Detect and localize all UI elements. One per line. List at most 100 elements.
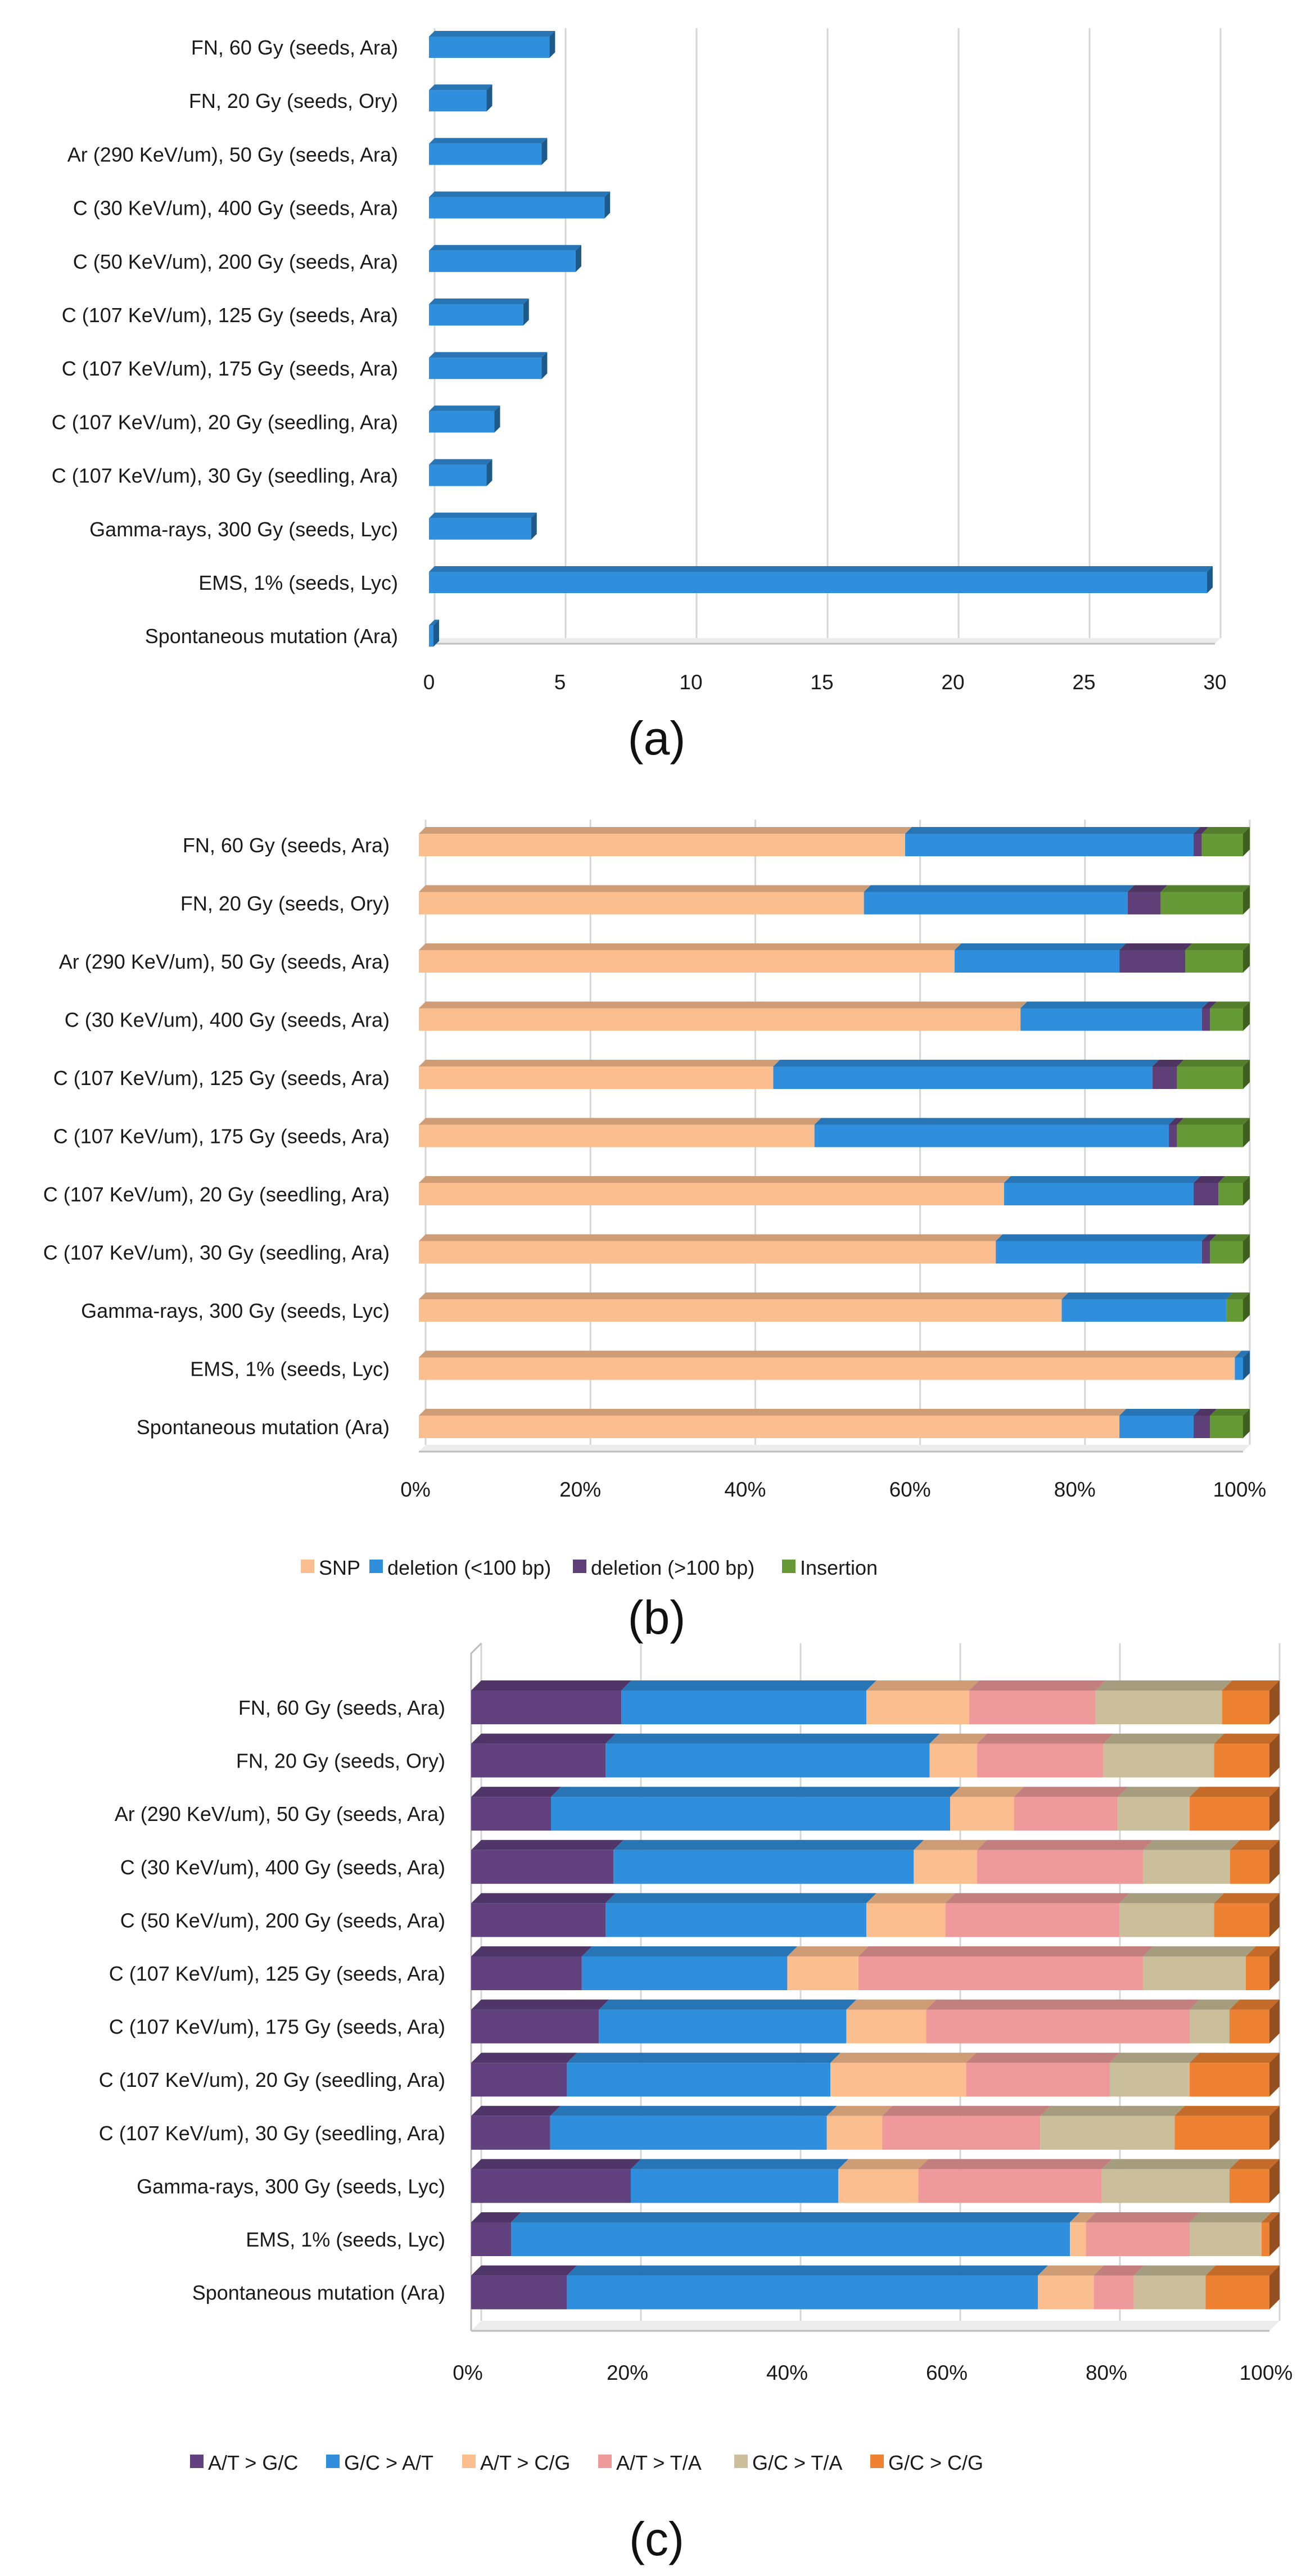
bar-a — [429, 464, 487, 486]
bar-a-side — [486, 459, 492, 486]
category-label: C (107 KeV/um), 175 Gy (seeds, Ara) — [53, 1125, 390, 1148]
bar-segment-top — [567, 2053, 840, 2063]
panel-c-legend: A/T > G/C G/C > A/T A/T > C/G A/T > T/A G/C … — [190, 2451, 983, 2474]
category-label: FN, 60 Gy (seeds, Ara) — [238, 1696, 445, 1719]
bar-segment-top — [1210, 1234, 1250, 1241]
bar-segment-top — [471, 1787, 561, 1797]
bar-segment — [966, 2063, 1110, 2097]
bar-segment-top — [1119, 943, 1192, 950]
bar-segment — [1230, 2009, 1269, 2044]
tick-label: 0% — [400, 1478, 430, 1501]
bar-a-side — [541, 138, 548, 165]
bar-segment-top — [1185, 943, 1250, 950]
tick-label-a: 25 — [1072, 671, 1095, 694]
bar-segment — [1222, 1691, 1269, 1724]
bar-segment-top — [605, 1893, 876, 1904]
bar-segment — [1103, 1743, 1214, 1778]
tick-label: 20% — [607, 2361, 648, 2384]
legend-label: A/T > C/G — [480, 2451, 570, 2474]
bar-segment-top — [419, 827, 912, 834]
bar-segment-top — [471, 2159, 641, 2170]
bar-segment — [1119, 950, 1186, 973]
bar-segment-top — [1226, 1292, 1250, 1299]
bar-segment — [1061, 1299, 1227, 1322]
bar-segment-top — [1261, 2212, 1280, 2222]
bar-segment-top — [1040, 2105, 1185, 2116]
bar-segment — [1214, 1743, 1269, 1778]
bar-segment-top — [1143, 1946, 1256, 1956]
bar-segment-top — [1143, 1840, 1240, 1850]
bar-segment-top — [1230, 2159, 1280, 2170]
panel-a-chart: 0 5 10 15 20 25 30 FN, 60 Gy (seeds, Ara) FN, 20… — [52, 28, 1227, 694]
bar-segment-top — [1214, 1893, 1280, 1904]
bar-segment — [882, 2116, 1041, 2150]
bar-segment — [605, 1903, 866, 1937]
bar-segment — [787, 1956, 858, 1990]
bar-segment — [1226, 1299, 1243, 1322]
bar-segment-top — [471, 2212, 521, 2222]
category-label-a: EMS, 1% (seeds, Lyc) — [198, 571, 398, 594]
legend-label: G/C > A/T — [344, 2451, 433, 2474]
bar-segment-top — [613, 1840, 924, 1850]
axis-floor — [419, 1445, 1250, 1452]
bar-segment-top — [1014, 1787, 1128, 1797]
tick-label: 40% — [766, 2361, 808, 2384]
bar-segment-top — [1118, 1787, 1200, 1797]
bar-a-top — [429, 299, 529, 304]
category-label-a: Spontaneous mutation (Ara) — [145, 625, 398, 648]
bar-segment-top — [945, 1893, 1129, 1904]
bar-segment-top — [419, 1060, 780, 1066]
bar-segment — [926, 2009, 1190, 2044]
bar-segment — [945, 1903, 1119, 1937]
bar-segment — [1230, 2169, 1269, 2203]
bar-segment — [1235, 1357, 1243, 1380]
bar-segment — [1040, 2116, 1175, 2150]
bar-segment — [1119, 1903, 1214, 1937]
bar-segment-top — [1103, 1733, 1224, 1744]
bar-a — [429, 358, 542, 379]
bar-segment — [866, 1691, 969, 1724]
bar-segment — [550, 2116, 827, 2150]
bar-segment-top — [1245, 1946, 1280, 1956]
bar-segment-top — [1230, 1999, 1280, 2010]
bar-segment — [1133, 2275, 1206, 2310]
bar-segment-top — [858, 1946, 1154, 1956]
bar-segment-top — [550, 2105, 837, 2116]
bar-segment — [471, 2063, 567, 2097]
bar-a — [429, 250, 576, 272]
legend-label: deletion (<100 bp) — [387, 1556, 551, 1579]
bar-segment-side — [1269, 2212, 1280, 2256]
bar-segment-top — [1070, 2212, 1096, 2222]
bar-segment — [605, 1743, 930, 1778]
tick-label: 40% — [724, 1478, 766, 1501]
category-label: C (107 KeV/um), 30 Gy (seedling, Ara) — [43, 1241, 390, 1264]
bar-a-side — [575, 245, 581, 272]
bar-segment-top — [838, 2159, 929, 2170]
bar-segment-top — [914, 1840, 987, 1850]
legend-swatch — [870, 2455, 884, 2468]
bar-segment-top — [926, 1999, 1200, 2010]
legend-swatch — [462, 2455, 476, 2468]
bar-segment — [1118, 1797, 1190, 1831]
bar-segment — [471, 1743, 606, 1778]
tick-label-a: 5 — [554, 671, 566, 694]
bar-segment — [419, 1124, 815, 1147]
bar-a-side — [541, 352, 548, 379]
bar-segment-top — [471, 1893, 616, 1904]
bar-segment — [1210, 1241, 1243, 1264]
bar-segment-top — [605, 1733, 940, 1744]
legend-label: G/C > C/G — [888, 2451, 983, 2474]
bar-segment — [864, 892, 1128, 915]
legend-swatch — [782, 1560, 796, 1573]
category-label: Ar (290 KeV/um), 50 Gy (seeds, Ara) — [115, 1802, 445, 1825]
bar-a — [429, 197, 605, 219]
panel-c-chart: 0% 20% 40% 60% 80% 100% FN, 60 Gy (seeds, Ara)… — [99, 1642, 1293, 2384]
category-label: FN, 20 Gy (seeds, Ory) — [180, 892, 390, 915]
bar-segment-top — [1110, 2053, 1200, 2063]
bar-segment-top — [1194, 1409, 1217, 1416]
bar-segment-top — [621, 1680, 876, 1691]
bar-a-top — [429, 31, 555, 37]
category-label: Ar (290 KeV/um), 50 Gy (seeds, Ara) — [59, 950, 390, 973]
bar-segment — [471, 1797, 551, 1831]
category-label-a: C (107 KeV/um), 175 Gy (seeds, Ara) — [62, 357, 398, 380]
